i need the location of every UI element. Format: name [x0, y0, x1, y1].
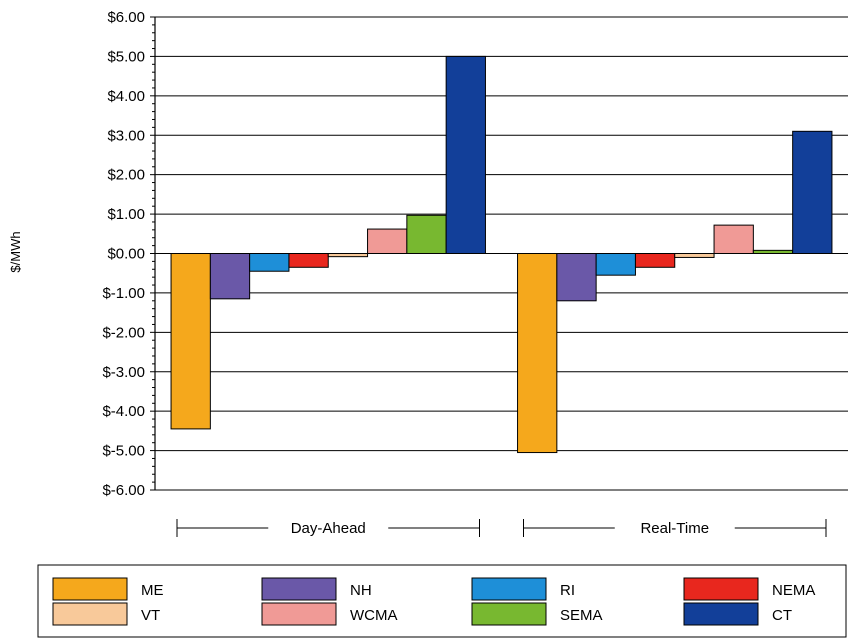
legend-swatch-vt	[52, 602, 128, 626]
bar-vt-day-ahead	[327, 253, 369, 258]
bar-nema-real-time	[634, 253, 676, 268]
y-tick-label: $-5.00	[102, 443, 145, 460]
bar-nema-day-ahead	[288, 253, 329, 268]
category-label: Real-Time	[640, 520, 709, 537]
bar-nh-real-time	[556, 253, 597, 302]
bar-ct-real-time	[792, 130, 833, 254]
legend-label-wcma: WCMA	[350, 607, 398, 624]
y-tick-label: $-3.00	[102, 364, 145, 381]
y-tick-label: $3.00	[107, 127, 145, 144]
bar-sema-real-time	[752, 249, 794, 254]
y-tick-label: $1.00	[107, 206, 145, 223]
legend-swatch-ct	[683, 602, 759, 626]
y-tick-label: $-2.00	[102, 324, 145, 341]
y-tick-label: $6.00	[107, 9, 145, 26]
bar-me-real-time	[517, 253, 558, 454]
bar-ct-day-ahead	[445, 55, 486, 254]
category-labels: Day-Ahead Real-Time	[176, 519, 827, 537]
legend-swatch-nema	[683, 577, 759, 601]
legend-swatch-sema	[471, 602, 547, 626]
legend-swatch-wcma	[261, 602, 337, 626]
bar-sema-day-ahead	[406, 214, 447, 255]
legend-swatch-me	[52, 577, 128, 601]
y-tick-label: $0.00	[107, 246, 145, 263]
y-axis-label: $/MWh	[8, 231, 23, 272]
legend-label-nema: NEMA	[772, 582, 815, 599]
legend-label-vt: VT	[141, 607, 160, 624]
bar-wcma-day-ahead	[367, 228, 408, 254]
y-tick-label: $-1.00	[102, 285, 145, 302]
y-tick-label: $2.00	[107, 167, 145, 184]
bar-me-day-ahead	[170, 253, 211, 430]
legend-swatch-nh	[261, 577, 337, 601]
bar-wcma-real-time	[713, 224, 754, 254]
legend-label-ri: RI	[560, 582, 575, 599]
legend-label-sema: SEMA	[560, 607, 603, 624]
y-axis: $-6.00 $-5.00 $-4.00 $-3.00 $-2.00 $-1.00 $0.0…	[102, 9, 156, 499]
legend-label-ct: CT	[772, 607, 792, 624]
bars	[170, 55, 833, 454]
legend-label-nh: NH	[350, 582, 372, 599]
y-tick-label: $4.00	[107, 88, 145, 105]
bar-nh-day-ahead	[209, 253, 251, 300]
bar-ri-real-time	[595, 253, 636, 276]
category-label: Day-Ahead	[291, 520, 366, 537]
y-tick-label: $-6.00	[102, 482, 145, 499]
y-tick-label: $-4.00	[102, 403, 145, 420]
legend: ME NH RI NEMA VT WCMA SEMA CT	[37, 564, 847, 638]
legend-label-me: ME	[141, 582, 164, 599]
legend-swatch-ri	[471, 577, 547, 601]
grid	[155, 16, 848, 491]
bar-vt-real-time	[674, 253, 715, 258]
legend-box	[37, 564, 847, 638]
y-tick-label: $5.00	[107, 48, 145, 65]
bar-ri-day-ahead	[249, 253, 290, 272]
